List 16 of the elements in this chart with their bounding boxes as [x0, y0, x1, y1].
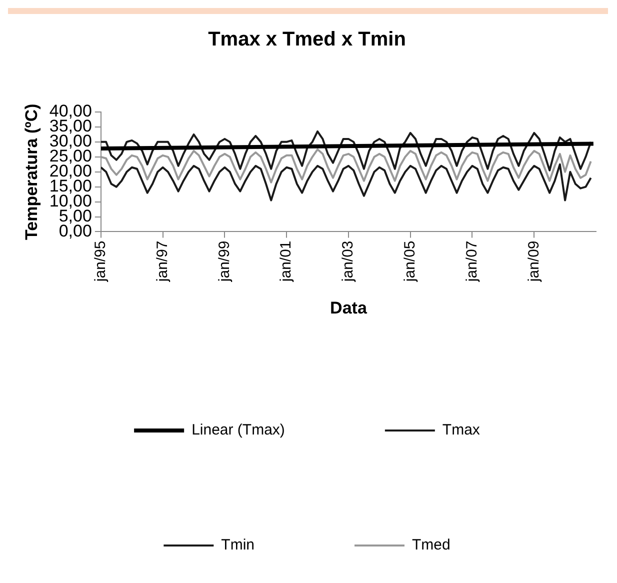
x-tick-label: jan/09	[525, 240, 542, 283]
legend-label: Tmax	[442, 422, 480, 439]
y-tick-label: 40,00	[49, 102, 92, 121]
y-axis-title: Temperatura (ºC)	[22, 104, 41, 240]
x-tick-label: jan/97	[154, 240, 171, 283]
x-tick-label: jan/95	[92, 240, 110, 283]
x-tick-label: jan/05	[401, 240, 418, 283]
x-tick-label: jan/03	[340, 240, 357, 283]
x-axis-title: Data	[330, 298, 368, 318]
chart-title: Tmax x Tmed x Tmin	[208, 28, 406, 51]
x-tick-label: jan/99	[216, 240, 233, 283]
x-tick-label: jan/07	[463, 240, 480, 283]
legend-label: Linear (Tmax)	[192, 422, 285, 439]
x-tick-label: jan/01	[278, 240, 295, 283]
legend-label: Tmin	[221, 536, 255, 554]
legend-label: Tmed	[412, 536, 450, 554]
